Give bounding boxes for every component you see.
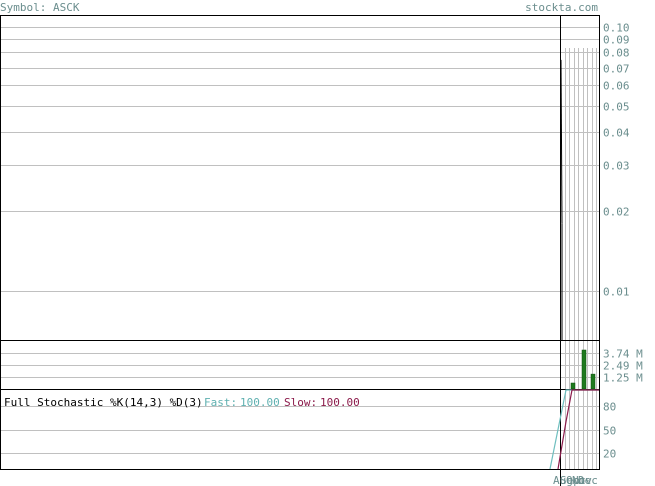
price-tick-label: 0.09	[603, 34, 630, 47]
stochastic-lines	[549, 389, 599, 470]
x-tick-label: Oct	[566, 474, 586, 486]
slow-value: 100.00	[320, 396, 360, 409]
price-line	[560, 59, 563, 224]
price-tick-label: 0.05	[603, 101, 630, 114]
stochastic-tick-label: 80	[603, 401, 616, 414]
stochastic-tick-label: 50	[603, 425, 616, 438]
brand-label: stockta.com	[525, 1, 598, 14]
x-tick-label: Nov	[572, 474, 592, 486]
axis-labels: 0.100.090.08 0.07 0.06 0.05 0.04 0.03 0.02 0.01…	[553, 22, 643, 486]
x-tick-label: Sep	[560, 474, 580, 486]
volume-bar	[590, 373, 596, 390]
price-series	[560, 59, 563, 340]
x-tick-label: Dec	[578, 474, 598, 486]
price-tick-label: 0.06	[603, 80, 630, 93]
price-tick-label: 0.02	[603, 206, 630, 219]
price-grid	[1, 27, 599, 292]
volume-tick-label: 3.74 M	[603, 348, 643, 361]
volume-grid	[1, 353, 599, 378]
symbol-label: Symbol: ASCK	[0, 1, 80, 14]
price-tick-label: 0.08	[603, 47, 630, 60]
price-tick-label: 0.03	[603, 160, 630, 173]
fast-label: Fast:	[204, 396, 237, 409]
stochastic-title: Full Stochastic %K(14,3) %D(3)	[4, 396, 203, 409]
volume-tick-label: 1.25 M	[603, 372, 643, 385]
stochastic-panel-frame	[0, 389, 600, 470]
volume-bar	[570, 382, 576, 390]
date-gridlines	[565, 48, 597, 469]
volume-bar	[581, 349, 587, 390]
stochastic-grid	[1, 406, 599, 454]
price-tick-label: 0.10	[603, 22, 630, 35]
x-tick-label: Aug	[553, 474, 573, 486]
price-tick-label: 0.01	[603, 286, 630, 299]
fast-value: 100.00	[240, 396, 280, 409]
price-tick-label: 0.04	[603, 127, 630, 140]
volume-bars	[570, 349, 596, 390]
volume-tick-label: 2.49 M	[603, 360, 643, 373]
price-tick-label: 0.07	[603, 63, 630, 76]
stochastic-slow-line	[557, 389, 599, 470]
slow-label: Slow:	[284, 396, 317, 409]
stochastic-tick-label: 20	[603, 448, 616, 461]
